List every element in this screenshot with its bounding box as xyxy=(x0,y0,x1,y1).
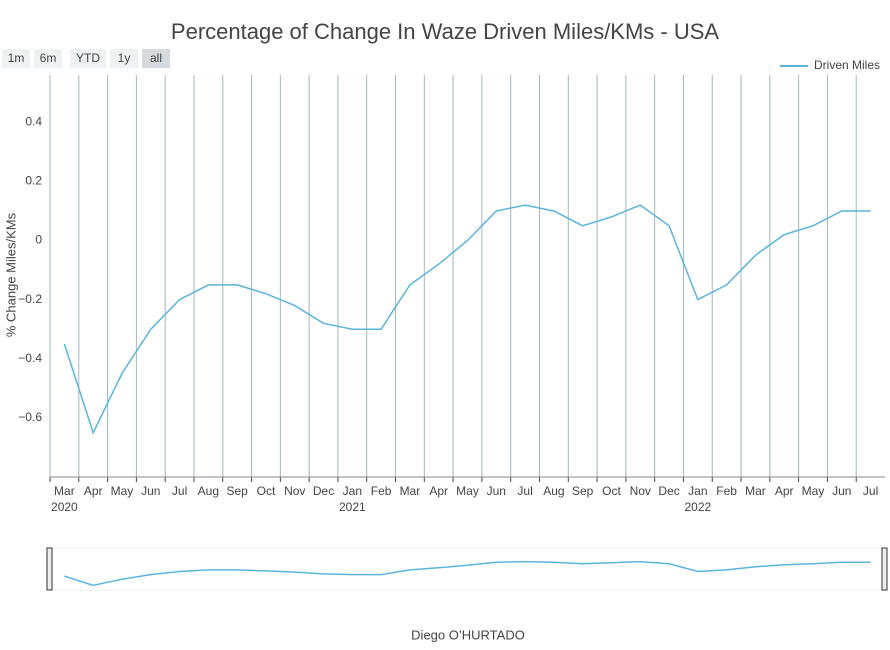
x-tick-label: Dec xyxy=(313,484,334,498)
range-button[interactable] xyxy=(34,49,62,68)
x-tick-label: Nov xyxy=(630,484,651,498)
x-tick-label: Oct xyxy=(602,484,621,498)
slider-handle[interactable] xyxy=(46,547,53,591)
x-tick-label: Jun xyxy=(141,484,160,498)
x-year-label: 2021 xyxy=(339,500,366,514)
y-tick-label: 0.4 xyxy=(25,114,42,128)
x-tick-label: Feb xyxy=(716,484,737,498)
x-tick-label: Sep xyxy=(572,484,594,498)
series-line xyxy=(63,204,871,435)
x-tick-label: Oct xyxy=(257,484,276,498)
x-tick-label: Jan xyxy=(343,484,362,498)
range-button[interactable] xyxy=(70,49,106,68)
range-button[interactable] xyxy=(2,49,30,68)
x-tick-label: Apr xyxy=(84,484,103,498)
x-tick-label: Jul xyxy=(863,484,878,498)
x-tick-label: Jun xyxy=(487,484,506,498)
legend-label: Driven Miles xyxy=(814,58,880,72)
range-slider xyxy=(49,547,886,591)
y-axis-title: % Change Miles/KMs xyxy=(3,212,18,337)
x-tick-label: May xyxy=(456,484,479,498)
range-button-label[interactable]: 1m xyxy=(8,51,25,65)
x-tick-label: Mar xyxy=(400,484,421,498)
x-tick-label: Sep xyxy=(226,484,248,498)
y-tick-label: 0.2 xyxy=(25,174,42,188)
x-tick-label: May xyxy=(111,484,134,498)
x-tick-label: Apr xyxy=(429,484,448,498)
slider-line xyxy=(64,560,871,587)
x-tick-label: May xyxy=(802,484,825,498)
x-tick-label: Jun xyxy=(832,484,851,498)
range-button-label[interactable]: 6m xyxy=(40,51,57,65)
y-tick-label: −0.4 xyxy=(18,351,42,365)
range-button-label[interactable]: 1y xyxy=(118,51,131,65)
x-tick-label: Jul xyxy=(517,484,532,498)
x-tick-label: Feb xyxy=(371,484,392,498)
range-button-label[interactable]: YTD xyxy=(76,51,100,65)
y-tick-label: −0.2 xyxy=(18,292,42,306)
footer: Diego O’HURTADO xyxy=(411,627,525,642)
x-tick-label: Aug xyxy=(198,484,219,498)
x-tick-label: Jul xyxy=(172,484,187,498)
chart-title: Percentage of Change In Waze Driven Mile… xyxy=(171,19,720,44)
x-year-label: 2022 xyxy=(684,500,711,514)
x-tick-label: Dec xyxy=(658,484,679,498)
x-year-label: 2020 xyxy=(51,500,78,514)
y-tick-label: 0 xyxy=(35,233,42,247)
slider-handle[interactable] xyxy=(881,547,888,591)
x-tick-label: Mar xyxy=(54,484,75,498)
range-button[interactable] xyxy=(110,49,138,68)
range-button[interactable] xyxy=(142,49,170,68)
range-button-label[interactable]: all xyxy=(150,51,162,65)
x-tick-label: Mar xyxy=(745,484,766,498)
y-tick-label: −0.6 xyxy=(18,410,42,424)
x-tick-label: Jan xyxy=(688,484,707,498)
x-tick-label: Nov xyxy=(284,484,305,498)
x-tick-label: Aug xyxy=(543,484,564,498)
x-tick-label: Apr xyxy=(775,484,794,498)
